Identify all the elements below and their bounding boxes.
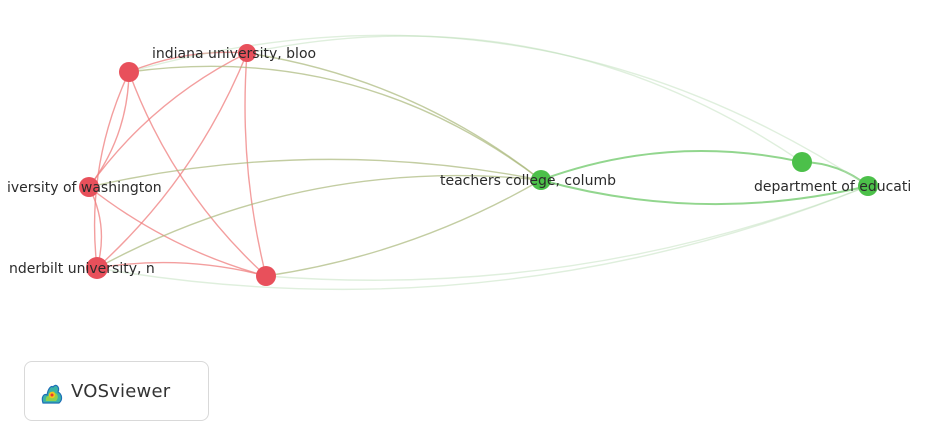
- edge-vanderbilt-red_b: [96, 261, 267, 277]
- vosviewer-badge[interactable]: VOSviewer: [24, 361, 209, 421]
- edge-red_b-dept_education: [265, 185, 869, 281]
- node-red_b[interactable]: [256, 266, 276, 286]
- edge-teachers-dept_education: [540, 179, 869, 206]
- vosviewer-logo-icon: [39, 375, 65, 407]
- node-label-teachers: teachers college, columb: [440, 173, 616, 189]
- edge-indiana-vanderbilt: [96, 52, 248, 269]
- node-vanderbilt[interactable]: [86, 257, 108, 279]
- node-green_a[interactable]: [792, 152, 812, 172]
- edge-red_a-washington: [88, 71, 130, 188]
- labels-layer: indiana university, bloo iversity of wash…: [7, 46, 911, 277]
- node-label-dept_education: department of educati: [754, 179, 911, 195]
- node-indiana[interactable]: [238, 44, 256, 62]
- edge-washington-red_b: [88, 186, 267, 277]
- edge-red_a-teachers: [128, 65, 542, 181]
- edge-red_a-red_b: [128, 71, 267, 277]
- edge-indiana-green_a: [246, 35, 803, 163]
- node-dept_education[interactable]: [858, 176, 878, 196]
- nodes-layer: [79, 44, 878, 286]
- node-washington[interactable]: [79, 177, 99, 197]
- node-label-washington: iversity of washington: [7, 180, 162, 196]
- edges-layer: [88, 34, 869, 291]
- node-label-indiana: indiana university, bloo: [152, 46, 316, 62]
- edge-vanderbilt-teachers: [96, 174, 542, 269]
- edge-indiana-red_b: [244, 52, 267, 277]
- edge-teachers-green_a: [540, 150, 803, 181]
- node-teachers[interactable]: [531, 170, 551, 190]
- node-red_a[interactable]: [119, 62, 139, 82]
- node-label-vanderbilt: nderbilt university, n: [9, 261, 155, 277]
- edge-red_a-vanderbilt: [93, 71, 130, 269]
- edge-washington-teachers: [88, 158, 542, 188]
- edge-indiana-washington: [88, 52, 248, 188]
- vosviewer-name: VOSviewer: [71, 380, 171, 402]
- edge-vanderbilt-dept_education: [96, 185, 869, 291]
- edge-red_b-teachers: [265, 179, 542, 277]
- edge-red_a-indiana: [128, 51, 248, 73]
